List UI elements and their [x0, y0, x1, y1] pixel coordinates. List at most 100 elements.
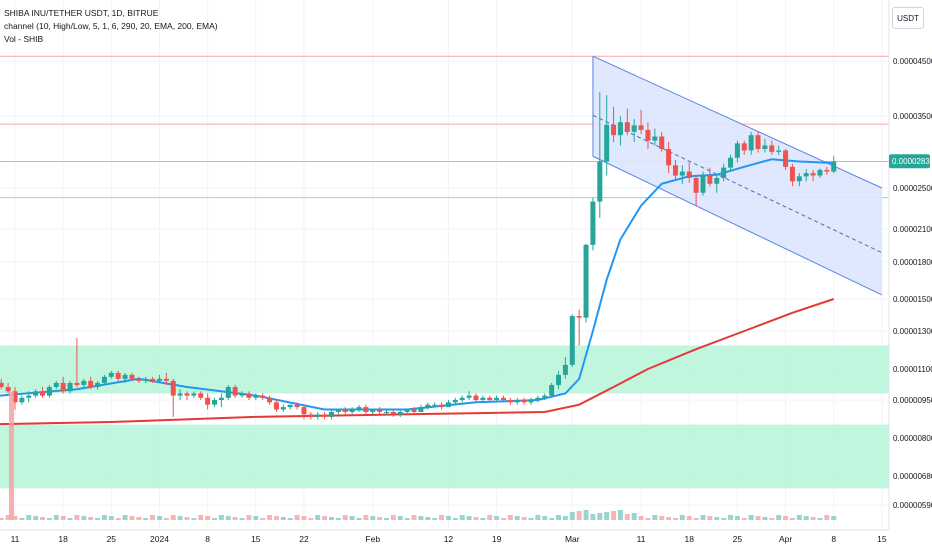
candle — [714, 175, 720, 193]
volume-bar — [411, 515, 417, 520]
candle-body — [535, 397, 541, 400]
volume-bar — [707, 516, 713, 520]
candle-body — [170, 380, 176, 396]
price-tick-label: 0.00000590 — [893, 501, 932, 510]
channel-indicator-label[interactable]: channel (10, High/Low, 5, 1, 6, 290, 20,… — [4, 21, 218, 31]
candle-body — [246, 393, 252, 398]
time-tick-label: 8 — [831, 534, 836, 544]
volume-bar — [390, 515, 396, 520]
symbol-title[interactable]: SHIBA INU/TETHER USDT, 1D, BITRUE — [4, 8, 159, 18]
volume-bar — [686, 516, 692, 520]
candle-body — [439, 404, 445, 408]
channel-fill — [592, 56, 882, 295]
candle — [232, 384, 238, 398]
volume-bar — [218, 515, 224, 520]
volume-bar — [322, 516, 328, 520]
volume-bar — [734, 516, 740, 520]
volume-bar — [562, 516, 568, 520]
volume-bar — [659, 516, 665, 520]
candle-body — [521, 400, 527, 403]
volume-bar — [122, 515, 128, 520]
candle-body — [198, 393, 204, 398]
candle-body — [384, 411, 390, 413]
candle — [384, 409, 390, 415]
volume-bar — [487, 515, 493, 520]
candle — [542, 393, 548, 400]
candle-body — [308, 414, 314, 417]
candle-body — [26, 395, 32, 398]
volume-bar — [95, 518, 101, 520]
candle-body — [721, 167, 727, 178]
candle-body — [514, 400, 520, 403]
candle — [53, 380, 59, 390]
candle — [631, 119, 637, 142]
candle-body — [707, 175, 713, 184]
volume-bar — [143, 518, 149, 520]
candle-body — [645, 129, 651, 141]
volume-bar — [556, 515, 562, 520]
volume-bar — [101, 515, 107, 520]
volume-bar — [611, 511, 617, 520]
candle-body — [762, 145, 768, 149]
volume-bar — [604, 512, 610, 520]
candle-body — [631, 125, 637, 132]
volume-indicator-label[interactable]: Vol - SHIB — [4, 34, 44, 44]
candle-body — [40, 391, 46, 396]
candle — [734, 140, 740, 163]
volume-bar — [163, 518, 169, 520]
candle-body — [95, 382, 101, 388]
candle-body — [184, 393, 190, 396]
candle-body — [370, 409, 376, 412]
channel-mid-line — [592, 114, 883, 254]
candle — [611, 106, 617, 142]
candle-body — [494, 397, 500, 400]
candle-body — [411, 409, 417, 412]
candle — [645, 122, 651, 149]
candle-body — [273, 402, 279, 410]
candle-body — [143, 378, 149, 381]
volume-bar — [115, 518, 121, 520]
volume-bar — [741, 518, 747, 520]
candle — [143, 376, 149, 383]
candle — [40, 387, 46, 398]
price-tick-label: 0.00004500 — [893, 57, 932, 66]
candle — [308, 411, 314, 420]
candle — [617, 116, 623, 146]
candle — [163, 372, 169, 385]
candle — [280, 404, 286, 412]
candle — [638, 109, 644, 134]
volume-bar — [74, 515, 80, 520]
candle — [418, 404, 424, 412]
volume-bar — [645, 518, 651, 520]
candle — [776, 145, 782, 155]
volume-bar — [170, 515, 176, 520]
candle — [666, 141, 672, 174]
time-tick-label: Feb — [365, 534, 380, 544]
volume-bar — [652, 515, 658, 520]
volume-bar — [246, 515, 252, 520]
last-price-badge — [889, 154, 930, 169]
volume-bar — [26, 515, 32, 520]
candle — [322, 411, 328, 420]
candle — [528, 397, 534, 405]
currency-button[interactable]: USDT — [892, 7, 924, 29]
candle-body — [617, 122, 623, 136]
candle — [33, 389, 39, 398]
candle — [335, 409, 341, 415]
candle-body — [466, 395, 472, 398]
candle-body — [473, 395, 479, 400]
candle-body — [342, 409, 348, 412]
volume-bar — [672, 518, 678, 520]
volume-bar — [397, 516, 403, 520]
price-tick-label: 0.00001100 — [893, 365, 932, 374]
time-tick-label: 25 — [107, 534, 117, 544]
volume-bar — [260, 518, 266, 520]
volume-bar — [755, 516, 761, 520]
candle — [432, 402, 438, 408]
time-tick-label: Mar — [565, 534, 580, 544]
candle-body — [218, 397, 224, 400]
candle — [370, 409, 376, 415]
volume-bar — [253, 516, 259, 520]
candle — [315, 411, 321, 420]
candle-body — [748, 135, 754, 151]
